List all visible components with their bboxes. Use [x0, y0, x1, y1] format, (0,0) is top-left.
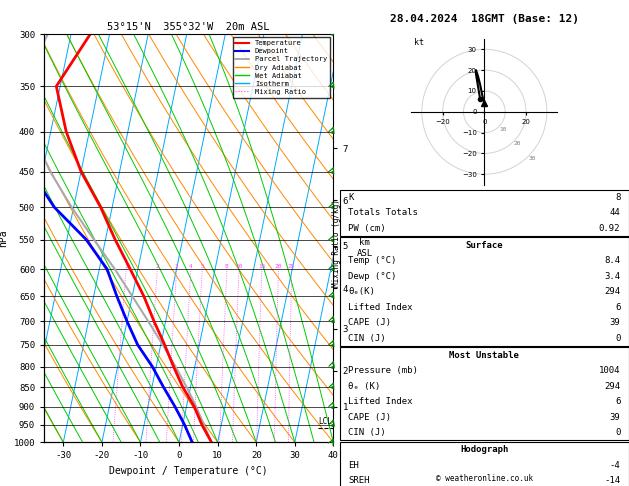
- Text: 294: 294: [604, 382, 620, 391]
- Text: SREH: SREH: [348, 476, 370, 485]
- Text: 8: 8: [225, 264, 229, 269]
- Text: Mixing Ratio (g/kg): Mixing Ratio (g/kg): [332, 199, 341, 287]
- Text: 8.4: 8.4: [604, 256, 620, 265]
- Text: CAPE (J): CAPE (J): [348, 318, 391, 327]
- Text: K: K: [348, 193, 353, 202]
- Text: 0.92: 0.92: [599, 224, 620, 233]
- Text: Dewp (°C): Dewp (°C): [348, 272, 397, 281]
- Bar: [340, 442, 629, 486]
- Text: 39: 39: [610, 413, 620, 422]
- Text: 44: 44: [610, 208, 620, 217]
- Legend: Temperature, Dewpoint, Parcel Trajectory, Dry Adiabat, Wet Adiabat, Isotherm, Mi: Temperature, Dewpoint, Parcel Trajectory…: [233, 37, 330, 98]
- Text: 10: 10: [235, 264, 243, 269]
- Text: CIN (J): CIN (J): [348, 334, 386, 343]
- Text: kt: kt: [413, 38, 423, 47]
- Text: 2: 2: [155, 264, 159, 269]
- Text: Surface: Surface: [465, 241, 503, 250]
- Bar: [340, 347, 629, 440]
- Text: Most Unstable: Most Unstable: [449, 350, 520, 360]
- Y-axis label: hPa: hPa: [0, 229, 8, 247]
- Text: -4: -4: [610, 461, 620, 469]
- Text: 8: 8: [615, 193, 620, 202]
- Text: 20: 20: [275, 264, 282, 269]
- Text: Totals Totals: Totals Totals: [348, 208, 418, 217]
- Text: 10: 10: [499, 126, 506, 132]
- Text: 30: 30: [528, 156, 536, 161]
- Y-axis label: km
ASL: km ASL: [357, 238, 372, 258]
- Text: 0: 0: [615, 334, 620, 343]
- Text: Pressure (mb): Pressure (mb): [348, 366, 418, 375]
- Text: 39: 39: [610, 318, 620, 327]
- Text: 294: 294: [604, 287, 620, 296]
- Text: 3.4: 3.4: [604, 272, 620, 281]
- X-axis label: Dewpoint / Temperature (°C): Dewpoint / Temperature (°C): [109, 466, 268, 476]
- Bar: [340, 190, 629, 236]
- Text: 1: 1: [125, 264, 128, 269]
- Text: θₑ(K): θₑ(K): [348, 287, 376, 296]
- Text: 3: 3: [175, 264, 179, 269]
- Text: 6: 6: [615, 303, 620, 312]
- Title: 53°15'N  355°32'W  20m ASL: 53°15'N 355°32'W 20m ASL: [108, 22, 270, 32]
- Text: 20: 20: [514, 141, 521, 146]
- Text: 1004: 1004: [599, 366, 620, 375]
- Text: EH: EH: [348, 461, 359, 469]
- Text: θₑ (K): θₑ (K): [348, 382, 381, 391]
- Text: Temp (°C): Temp (°C): [348, 256, 397, 265]
- Bar: [340, 238, 629, 346]
- Text: Lifted Index: Lifted Index: [348, 303, 413, 312]
- Text: 0: 0: [615, 428, 620, 437]
- Text: Lifted Index: Lifted Index: [348, 397, 413, 406]
- Text: 6: 6: [615, 397, 620, 406]
- Text: Hodograph: Hodograph: [460, 445, 508, 454]
- Text: 4: 4: [189, 264, 192, 269]
- Text: 28.04.2024  18GMT (Base: 12): 28.04.2024 18GMT (Base: 12): [390, 15, 579, 24]
- Text: 25: 25: [288, 264, 296, 269]
- Text: -14: -14: [604, 476, 620, 485]
- Text: 15: 15: [258, 264, 265, 269]
- Text: PW (cm): PW (cm): [348, 224, 386, 233]
- Text: © weatheronline.co.uk: © weatheronline.co.uk: [436, 474, 533, 483]
- Text: LCL: LCL: [318, 417, 332, 426]
- Text: CAPE (J): CAPE (J): [348, 413, 391, 422]
- Text: CIN (J): CIN (J): [348, 428, 386, 437]
- Text: 5: 5: [201, 264, 204, 269]
